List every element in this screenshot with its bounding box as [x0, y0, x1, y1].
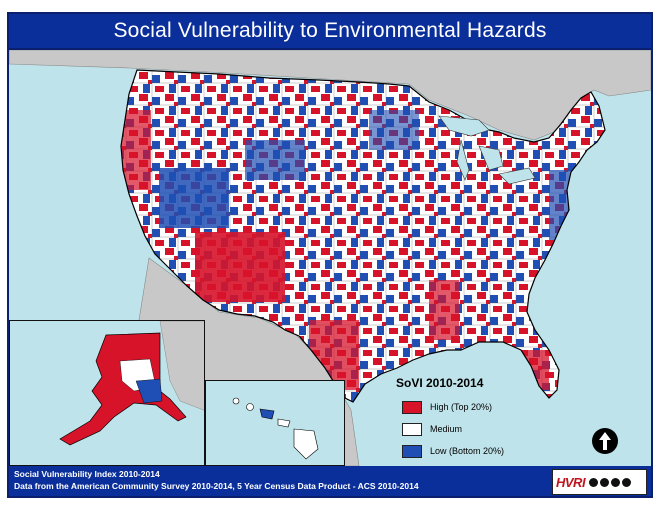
- legend-label-low: Low (Bottom 20%): [430, 446, 505, 456]
- conus-map: [9, 50, 651, 466]
- title-bar: Social Vulnerability to Environmental Ha…: [7, 12, 653, 50]
- north-arrow-icon: [592, 428, 618, 454]
- hazard-icon: [622, 477, 632, 487]
- legend-title: SoVI 2010-2014: [396, 376, 484, 390]
- footer-line-2: Data from the American Community Survey …: [14, 481, 419, 491]
- legend-item-high: High (Top 20%): [390, 396, 518, 418]
- map-title: Social Vulnerability to Environmental Ha…: [113, 19, 547, 42]
- legend-label-medium: Medium: [430, 424, 463, 434]
- hazard-icon: [589, 477, 599, 487]
- legend: SoVI 2010-2014 High (Top 20%) Medium Low…: [390, 376, 518, 462]
- hvri-logo: HVRI: [552, 469, 647, 495]
- legend-item-medium: Medium: [390, 418, 518, 440]
- legend-item-low: Low (Bottom 20%): [390, 440, 518, 462]
- logo-hazard-icons: [589, 477, 632, 487]
- hawaii-inset: [205, 380, 345, 466]
- great-lakes: [438, 115, 536, 185]
- legend-swatch-low: [402, 444, 422, 458]
- footer-line-1: Social Vulnerability Index 2010-2014: [14, 469, 160, 479]
- hazard-icon: [611, 477, 621, 487]
- legend-swatch-high: [402, 400, 422, 414]
- us-outline: [120, 69, 606, 403]
- hawaii-map: [206, 381, 344, 465]
- alaska-inset: [9, 320, 205, 466]
- logo-text: HVRI: [556, 474, 586, 490]
- hazard-icon: [600, 477, 610, 487]
- footer: Social Vulnerability Index 2010-2014 Dat…: [9, 466, 651, 496]
- alaska-map: [10, 321, 204, 465]
- canada-land: [9, 50, 651, 141]
- legend-label-high: High (Top 20%): [430, 402, 493, 412]
- legend-swatch-medium: [402, 422, 422, 436]
